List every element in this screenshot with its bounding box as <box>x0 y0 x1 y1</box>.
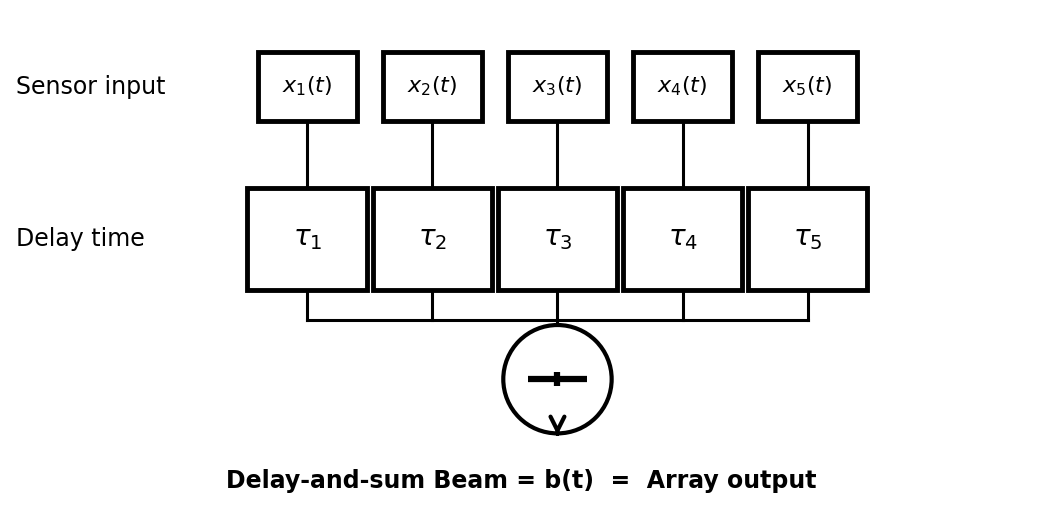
Bar <box>623 188 742 290</box>
Text: $x_5(t)$: $x_5(t)$ <box>783 75 833 98</box>
Bar <box>508 52 606 121</box>
Text: $x_4(t)$: $x_4(t)$ <box>658 75 708 98</box>
Bar <box>759 52 857 121</box>
Text: $x_1(t)$: $x_1(t)$ <box>282 75 332 98</box>
Bar <box>373 188 492 290</box>
Text: $\tau_3$: $\tau_3$ <box>543 227 572 251</box>
Text: $x_3(t)$: $x_3(t)$ <box>532 75 582 98</box>
Bar <box>747 188 867 290</box>
Ellipse shape <box>503 325 612 433</box>
Text: $\tau_2$: $\tau_2$ <box>418 227 447 251</box>
Bar <box>257 52 356 121</box>
Bar <box>248 188 367 290</box>
Text: Delay time: Delay time <box>16 227 145 251</box>
Text: $x_2(t)$: $x_2(t)$ <box>407 75 457 98</box>
Bar <box>383 52 481 121</box>
Bar <box>498 188 617 290</box>
Text: $\tau_5$: $\tau_5$ <box>793 227 822 251</box>
Text: Sensor input: Sensor input <box>16 74 165 99</box>
Bar <box>632 52 731 121</box>
Text: Delay-and-sum Beam = b(t)  =  Array output: Delay-and-sum Beam = b(t) = Array output <box>226 469 816 493</box>
Text: $\tau_1$: $\tau_1$ <box>293 227 322 251</box>
Text: $\tau_4$: $\tau_4$ <box>668 227 697 251</box>
